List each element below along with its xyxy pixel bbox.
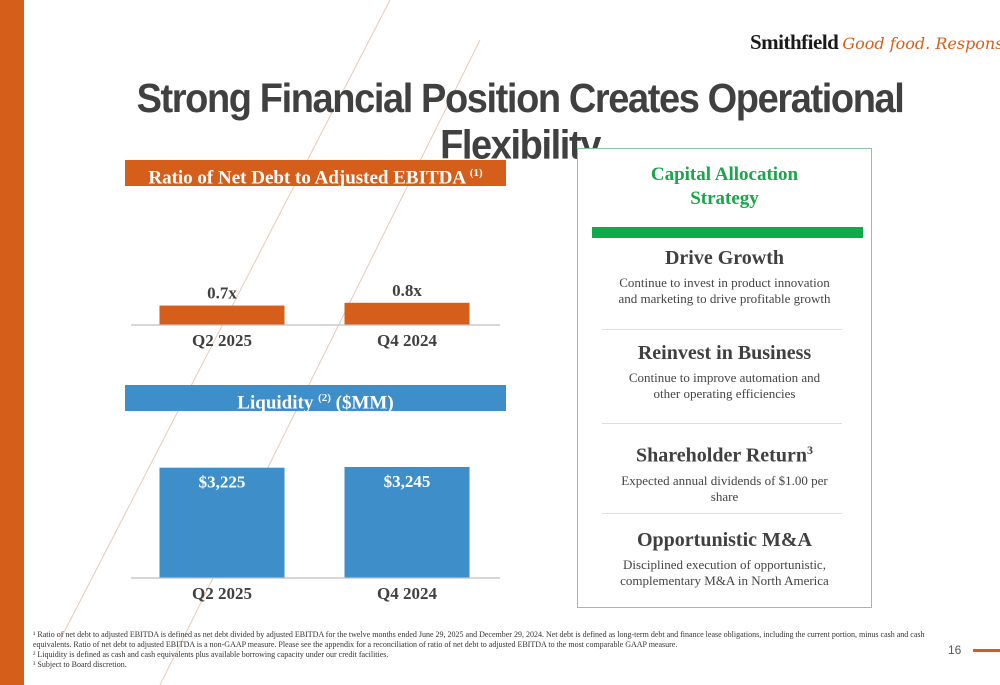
panel-title-line1: Capital Allocation: [650, 164, 799, 185]
strategy-item-title-text: Reinvest in Business: [637, 342, 812, 364]
net-debt-chart-header: Ratio of Net Debt to Adjusted EBITDA (1): [125, 160, 506, 189]
strategy-item-title: Drive Growth: [578, 247, 871, 270]
category-label: Q2 2025: [192, 584, 252, 603]
strategy-item-title-sup: 3: [806, 443, 813, 457]
data-label: 0.7x: [207, 284, 237, 303]
panel-title: Capital Allocation Strategy: [578, 163, 871, 211]
strategy-item-title: Opportunistic M&A: [578, 529, 871, 552]
bar-q2-2025: [159, 467, 285, 578]
logo-tagline: Good food. Responsibly.: [842, 34, 1000, 53]
liquidity-chart-title-unit: ($MM): [335, 392, 394, 414]
liquidity-chart-header: Liquidity (2) ($MM): [125, 385, 506, 414]
strategy-item-desc: Continue to improve automation and other…: [628, 370, 821, 401]
panel-divider: [602, 329, 842, 330]
category-label: Q4 2024: [377, 331, 437, 350]
footnote-1: ¹ Ratio of net debt to adjusted EBITDA i…: [33, 630, 925, 649]
liquidity-chart-title: Liquidity: [237, 392, 314, 414]
strategy-item-title-text: Shareholder Return: [636, 444, 807, 467]
page-number: 16: [948, 643, 962, 657]
strategy-item-title: Shareholder Return3: [578, 443, 871, 468]
net-debt-chart-title-sup: (1): [469, 167, 483, 179]
strategy-item-desc: Expected annual dividends of $1.00 per s…: [621, 472, 828, 504]
strategy-item-m-and-a: Opportunistic M&A Disciplined execution …: [578, 529, 871, 589]
bar-q4-2024: [344, 467, 470, 578]
net-debt-chart-title: Ratio of Net Debt to Adjusted EBITDA: [148, 167, 466, 189]
panel-divider: [602, 513, 842, 514]
panel-title-line2: Strategy: [690, 188, 759, 209]
strategy-item-desc: Continue to invest in product innovation…: [618, 275, 831, 306]
bar-q4-2024: [344, 302, 470, 325]
panel-divider: [602, 423, 842, 424]
strategy-item-reinvest: Reinvest in Business Continue to improve…: [578, 342, 871, 402]
page-title: Strong Financial Position Creates Operat…: [136, 76, 905, 169]
strategy-item-title-text: Opportunistic M&A: [637, 529, 812, 551]
liquidity-chart-title-sup: (2): [318, 392, 331, 404]
category-label: Q2 2025: [192, 331, 252, 350]
strategy-item-title: Reinvest in Business: [578, 342, 871, 365]
strategy-item-title-text: Drive Growth: [664, 247, 785, 269]
category-label: Q4 2024: [377, 584, 437, 603]
data-label: $3,245: [384, 472, 431, 491]
footnotes: ¹ Ratio of net debt to adjusted EBITDA i…: [33, 630, 953, 670]
capital-allocation-panel: Capital Allocation Strategy Drive Growth…: [577, 148, 872, 608]
liquidity-chart: $3,225 Q2 2025 $3,245 Q4 2024: [131, 467, 500, 603]
page-number-dash: [973, 649, 1000, 652]
data-label: $3,225: [199, 473, 246, 492]
footnote-3: ³ Subject to Board discretion.: [33, 660, 127, 669]
footnote-2: ² Liquidity is defined as cash and cash …: [33, 650, 389, 659]
net-debt-chart: 0.7x Q2 2025 0.8x Q4 2024: [131, 281, 500, 350]
strategy-item-shareholder-return: Shareholder Return3 Expected annual divi…: [578, 443, 871, 505]
data-label: 0.8x: [392, 281, 422, 300]
strategy-item-desc: Disciplined execution of opportunistic, …: [620, 557, 829, 588]
bar-q2-2025: [159, 305, 285, 325]
strategy-item-drive-growth: Drive Growth Continue to invest in produ…: [578, 247, 871, 307]
logo-brand: Smithfield: [750, 30, 839, 54]
panel-green-rule: [592, 227, 863, 238]
left-accent-bar: [0, 0, 24, 685]
